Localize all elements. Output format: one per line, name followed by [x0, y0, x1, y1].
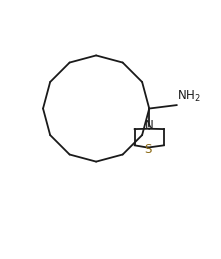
Text: N: N	[145, 119, 154, 132]
Text: S: S	[144, 143, 151, 156]
Text: NH$_2$: NH$_2$	[177, 89, 201, 104]
